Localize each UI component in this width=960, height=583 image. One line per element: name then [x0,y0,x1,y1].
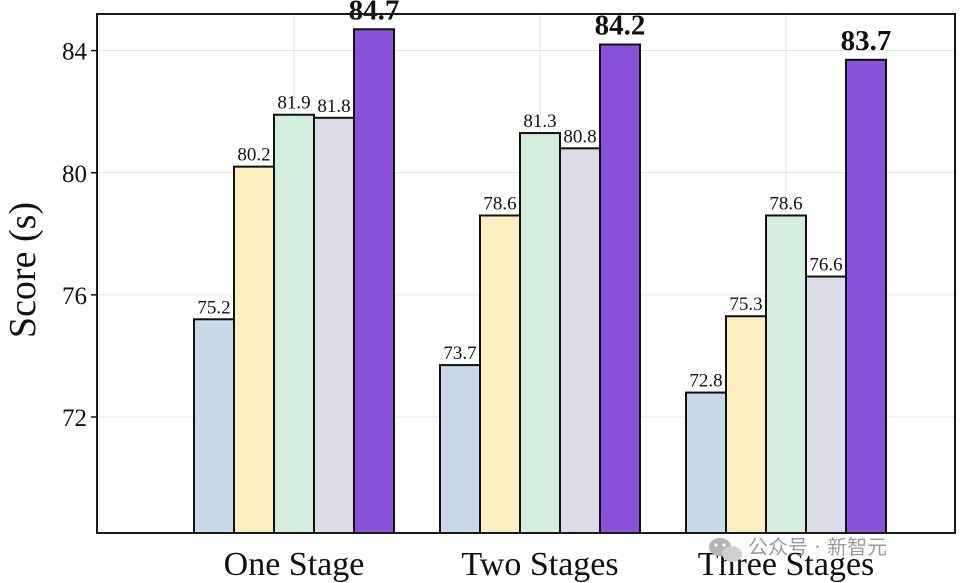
bar [193,318,235,535]
bar [765,214,807,534]
y-tick-label: 76 [62,283,87,310]
bar [519,132,561,535]
bar-value-label: 75.3 [729,294,762,315]
bar-value-label: 73.7 [443,343,476,364]
watermark-text: 公众号 · 新智元 [748,535,887,559]
bar [559,147,601,534]
bar-value-label: 80.2 [237,145,270,166]
y-tick-label: 72 [62,405,87,432]
plot-frame [96,13,956,534]
bar-value-label: 78.6 [769,193,802,214]
bar [685,391,727,534]
value-labels: 75.280.281.9 81.884.773.778.681.380.884.2… [197,0,891,392]
watermark: 公众号 · 新智元 [709,535,887,562]
bar [439,364,481,534]
bar-value-label: 75.2 [197,297,230,318]
wechat-icon [709,538,742,562]
bar [805,275,847,534]
bar [479,214,521,534]
x-category-label: Two Stages [461,546,618,583]
bar [313,116,355,535]
bar-value-label: 78.6 [483,193,516,214]
bar [845,58,887,534]
bar [273,113,315,534]
bar-value-label: 72.8 [689,371,722,392]
y-axis-title: Score (s) [2,202,44,338]
bars [193,28,887,535]
bar [725,315,767,534]
x-category-label: One Stage [224,546,365,583]
bar-value-label: 81.9 [277,93,310,114]
bar [233,165,275,534]
bar-value-label: 81.8 [317,96,350,117]
bar-value-label: 76.6 [809,255,842,276]
y-tick-label: 84 [62,39,88,66]
bar-value-label: 80.8 [563,126,596,147]
bar [599,43,641,534]
bar-value-label: 81.3 [523,111,556,132]
bar-value-label: 83.7 [841,25,892,57]
y-axis-ticks: 72 76 80 84 [62,39,97,432]
y-tick-label: 80 [62,161,87,188]
bar [353,28,395,534]
